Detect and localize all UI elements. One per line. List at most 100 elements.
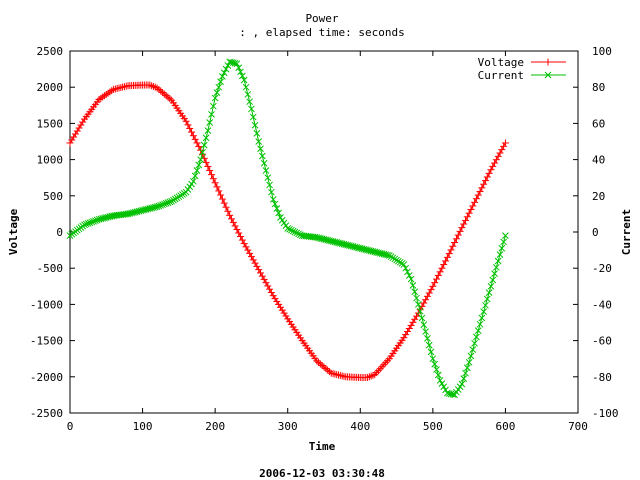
- current-point: [402, 264, 409, 272]
- current-point: [498, 244, 506, 252]
- current-point: [204, 127, 212, 134]
- voltage-point: [75, 124, 83, 132]
- current-point: [295, 230, 302, 238]
- voltage-point: [462, 216, 470, 224]
- legend-current-point: [544, 71, 552, 79]
- current-point: [249, 113, 257, 121]
- current-point: [200, 141, 208, 149]
- current-point: [86, 219, 94, 227]
- current-point: [474, 327, 482, 334]
- current-point: [248, 105, 255, 113]
- voltage-point: [440, 261, 448, 269]
- current-point: [405, 272, 413, 279]
- current-point: [414, 301, 422, 308]
- current-point: [219, 72, 226, 80]
- x-tick-label: 0: [67, 420, 74, 433]
- voltage-point: [318, 361, 326, 369]
- current-point: [287, 226, 295, 234]
- voltage-point: [71, 130, 79, 138]
- current-point: [90, 218, 97, 225]
- voltage-point: [255, 266, 263, 274]
- current-point: [151, 203, 159, 211]
- voltage-point: [166, 95, 174, 103]
- current-point: [255, 138, 263, 145]
- y-tick-label: 2500: [37, 45, 64, 58]
- current-point: [469, 346, 477, 354]
- current-point: [162, 199, 170, 207]
- voltage-point: [79, 118, 87, 126]
- voltage-point: [282, 312, 290, 320]
- x-tick-label: 100: [133, 420, 153, 433]
- voltage-point: [454, 231, 462, 239]
- voltage-point: [276, 303, 284, 311]
- y2-tick-label: -80: [592, 371, 612, 384]
- x-tick-label: 200: [205, 420, 225, 433]
- voltage-point: [159, 89, 167, 97]
- voltage-point: [460, 220, 468, 228]
- voltage-point: [369, 371, 377, 379]
- voltage-point: [413, 312, 421, 320]
- voltage-point: [218, 195, 226, 203]
- y2-tick-label: -100: [592, 407, 619, 420]
- x-tick-label: 600: [495, 420, 515, 433]
- current-point: [220, 69, 228, 77]
- current-point: [422, 328, 429, 335]
- current-point: [293, 229, 301, 237]
- current-point: [206, 119, 214, 126]
- voltage-point: [438, 264, 446, 272]
- current-point: [473, 333, 480, 341]
- voltage-point: [269, 292, 277, 300]
- voltage-point: [68, 136, 76, 144]
- voltage-point: [233, 225, 241, 233]
- current-point: [237, 68, 244, 76]
- voltage-point: [320, 363, 328, 371]
- current-point: [289, 227, 297, 235]
- voltage-point: [264, 282, 272, 290]
- voltage-point: [193, 139, 201, 147]
- voltage-point: [195, 143, 203, 151]
- current-point: [425, 341, 433, 349]
- x-tick-label: 500: [423, 420, 443, 433]
- current-point: [404, 268, 411, 276]
- current-point: [491, 270, 498, 277]
- current-point: [166, 198, 174, 206]
- current-point: [476, 320, 484, 328]
- current-point: [400, 261, 408, 268]
- voltage-point: [267, 288, 275, 296]
- y-tick-label: 2000: [37, 81, 64, 94]
- current-point: [411, 288, 419, 296]
- x-axis-ticks: 0 100 200 300 400 500 600 700: [67, 51, 588, 433]
- voltage-point: [481, 177, 489, 185]
- voltage-point: [260, 275, 268, 283]
- current-point: [266, 181, 273, 189]
- voltage-point: [500, 142, 508, 150]
- current-point: [231, 59, 239, 67]
- voltage-point: [432, 275, 440, 283]
- voltage-point: [480, 180, 488, 188]
- current-point: [438, 380, 446, 387]
- current-point: [467, 352, 475, 360]
- voltage-point: [257, 269, 264, 277]
- current-point: [269, 196, 277, 203]
- current-point: [260, 159, 268, 167]
- current-point: [82, 220, 90, 228]
- voltage-point: [478, 184, 486, 192]
- voltage-point: [494, 152, 502, 160]
- current-point: [424, 334, 431, 342]
- voltage-point: [104, 89, 112, 97]
- current-point: [482, 301, 489, 309]
- current-point: [208, 110, 215, 118]
- current-point: [244, 91, 252, 98]
- current-point: [429, 355, 437, 363]
- voltage-point: [186, 124, 194, 132]
- current-point: [199, 149, 206, 156]
- voltage-point: [106, 88, 114, 96]
- legend-voltage-label: Voltage: [478, 56, 524, 69]
- voltage-point: [258, 272, 266, 280]
- voltage-point: [467, 206, 475, 214]
- voltage-point: [325, 368, 333, 376]
- voltage-point: [498, 146, 506, 154]
- voltage-point: [429, 282, 437, 290]
- voltage-point: [367, 372, 375, 380]
